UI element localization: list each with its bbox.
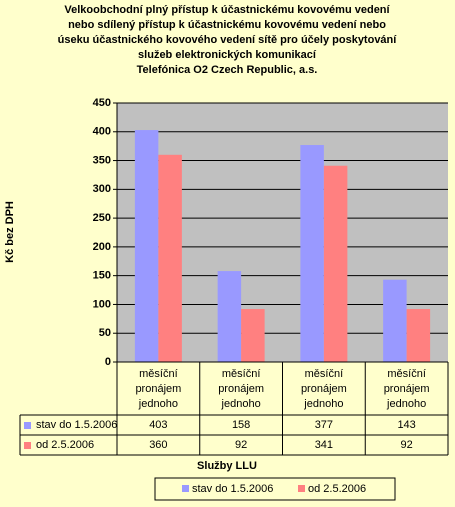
y-tick-label: 100 <box>93 298 111 310</box>
legend-swatch <box>24 421 31 429</box>
table-value: 158 <box>231 418 251 431</box>
y-tick-label: 300 <box>93 183 111 195</box>
x-axis-label: Služby LLU <box>197 460 257 472</box>
chart-title: Velkoobchodní plný přístup k účastnickém… <box>64 4 390 16</box>
legend-label: stav do 1.5.2006 <box>192 483 273 495</box>
bar <box>300 145 324 362</box>
y-tick-label: 200 <box>93 241 111 253</box>
table-value: 143 <box>397 418 416 431</box>
legend-swatch <box>24 441 31 449</box>
chart-title: Telefónica O2 Czech Republic, a.s. <box>137 64 318 76</box>
bar <box>134 130 159 362</box>
table-value: 92 <box>400 438 413 451</box>
chart-title: služeb elektronických komunikací <box>138 49 317 61</box>
bar <box>158 154 182 362</box>
chart-title: úseku účastnického kovového vedení sítě … <box>58 34 398 46</box>
category-label: měsíční pronájem jednoho <box>218 367 265 410</box>
table-legend: stav do 1.5.2006 <box>24 415 117 435</box>
table-value: 360 <box>149 438 168 451</box>
table-value: 341 <box>314 438 334 451</box>
legend-label: od 2.5.2006 <box>308 483 366 495</box>
legend-label: stav do 1.5.2006 <box>36 419 118 431</box>
y-tick-label: 0 <box>105 356 111 368</box>
table-legend: od 2.5.2006 <box>24 435 94 455</box>
table-value: 92 <box>235 438 248 451</box>
bar <box>241 309 265 362</box>
y-tick-label: 400 <box>93 126 111 138</box>
category-label: měsíční pronájem jednoho <box>383 367 430 410</box>
y-tick-label: 250 <box>93 212 111 224</box>
bar <box>323 165 348 362</box>
legend-label: od 2.5.2006 <box>36 439 95 451</box>
legend-swatch <box>298 485 305 492</box>
y-tick-label: 50 <box>99 327 111 339</box>
category-label: měsíční pronájem jednoho <box>135 367 182 410</box>
y-tick-label: 350 <box>93 154 111 166</box>
category-label: měsíční pronájem jednoho <box>300 367 347 410</box>
bar <box>217 271 242 362</box>
legend-box <box>154 477 396 501</box>
table-value: 377 <box>314 418 334 431</box>
y-tick-label: 150 <box>93 270 111 282</box>
bar <box>406 309 431 362</box>
table-value: 403 <box>149 418 168 431</box>
chart-title: nebo sdílený přístup k účastnickému kovo… <box>68 19 386 31</box>
legend-swatch <box>182 485 189 492</box>
y-axis-label: Kč bez DPH <box>4 201 16 263</box>
bar <box>383 279 407 362</box>
y-tick-label: 450 <box>93 97 111 109</box>
